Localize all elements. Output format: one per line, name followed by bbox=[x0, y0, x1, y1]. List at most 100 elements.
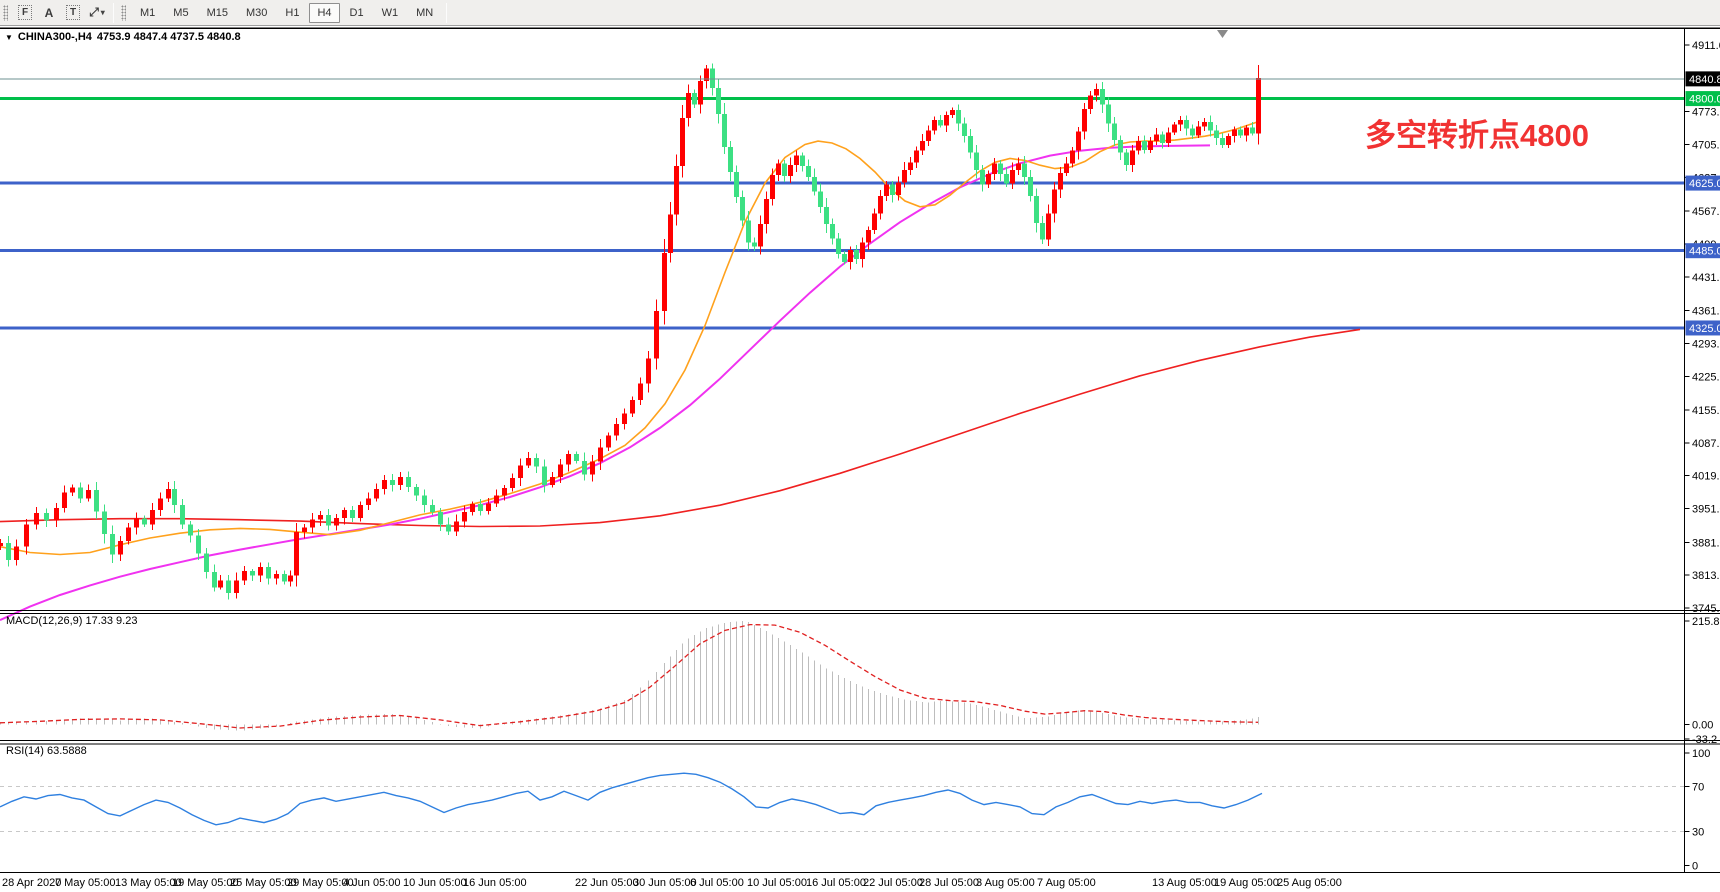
price-tick-label: 4361.0 bbox=[1692, 306, 1720, 318]
toolbar: F A T ⤢ ▾ M1 M5 M15 M30 H1 H4 D1 W1 MN bbox=[0, 0, 1720, 26]
timeframe-button-m15[interactable]: M15 bbox=[206, 6, 228, 19]
horizontal-line-objects[interactable] bbox=[0, 97, 1685, 330]
dropdown-caret-icon[interactable]: ▾ bbox=[100, 8, 105, 17]
timeframe-button-h4[interactable]: H4 bbox=[309, 2, 340, 23]
ma-fast-orange-line[interactable] bbox=[0, 121, 1259, 556]
symbol-period-label: CHINA300-,H4 bbox=[17, 31, 92, 43]
price-label-box bbox=[1685, 71, 1720, 87]
time-tick-label: 25 Aug 05:00 bbox=[1277, 877, 1342, 889]
rsi-tick-label: 0 bbox=[1692, 860, 1698, 872]
time-tick-label: 16 Jun 05:00 bbox=[463, 877, 527, 889]
price-label-box bbox=[1685, 320, 1720, 336]
panel-separator[interactable] bbox=[0, 740, 1720, 742]
price-tick-label: 4705.0 bbox=[1692, 139, 1720, 151]
toolbar-separator2 bbox=[446, 2, 448, 23]
time-tick-label: 29 May 05:00 bbox=[287, 877, 354, 889]
cursor-arrows-icon-glyph: ⤢ bbox=[89, 5, 99, 19]
timeframe-button-m5[interactable]: M5 bbox=[173, 6, 189, 19]
ma-slow-red-line[interactable] bbox=[0, 328, 1361, 528]
template-f-icon-glyph: F bbox=[17, 5, 33, 20]
timeframe-button-m30[interactable]: M30 bbox=[245, 6, 268, 19]
time-tick-label: 3 Aug 05:00 bbox=[976, 877, 1035, 889]
price-tick-label: 4567.0 bbox=[1692, 206, 1720, 218]
macd-tick-label: 0.00 bbox=[1692, 720, 1713, 732]
rsi-label: RSI(14) 63.5888 bbox=[6, 745, 87, 757]
timeframe-button-w1[interactable]: W1 bbox=[381, 6, 399, 19]
time-tick-label: 10 Jul 05:00 bbox=[747, 877, 807, 889]
price-label-box bbox=[1685, 175, 1720, 191]
price-label-box bbox=[1685, 243, 1720, 259]
font-a-icon-glyph: A bbox=[44, 5, 54, 20]
time-tick-label: 6 Jul 05:00 bbox=[690, 877, 744, 889]
time-tick-label: 22 Jun 05:00 bbox=[575, 877, 639, 889]
price-tick-label: 4911.0 bbox=[1692, 40, 1720, 52]
price-tick-label: 4155.0 bbox=[1692, 405, 1720, 417]
template-f-icon[interactable]: F bbox=[13, 2, 37, 24]
time-tick-label: 22 Jul 05:00 bbox=[863, 877, 923, 889]
chart-shift-marker-icon[interactable] bbox=[1217, 30, 1228, 38]
price-tick-label: 4019.0 bbox=[1692, 471, 1720, 483]
timeframe-button-m1[interactable]: M1 bbox=[140, 6, 156, 19]
chart-annotation-text[interactable]: 多空转折点4800 bbox=[1365, 118, 1589, 153]
timeframe-group: M1 M5 M15 M30 H1 H4 D1 W1 MN bbox=[131, 2, 442, 23]
time-tick-label: 7 May 05:00 bbox=[55, 877, 116, 889]
time-tick-label: 7 Aug 05:00 bbox=[1037, 877, 1096, 889]
price-tick-label: 3951.0 bbox=[1692, 504, 1720, 516]
panel-separator[interactable] bbox=[0, 743, 1720, 745]
price-label-text: 4625.0 bbox=[1689, 178, 1720, 190]
time-tick-label: 25 May 05:00 bbox=[230, 877, 297, 889]
macd-tick-label: 215.81 bbox=[1692, 616, 1720, 628]
rsi-panel[interactable]: RSI(14) 63.5888 100 70 30 0 bbox=[0, 745, 1710, 872]
time-axis-border bbox=[0, 872, 1720, 874]
price-label-text: 4485.0 bbox=[1689, 246, 1720, 258]
time-tick-label: 28 Apr 2020 bbox=[2, 877, 61, 889]
candles[interactable] bbox=[0, 63, 1261, 600]
chart-title[interactable]: ▼ CHINA300-,H4 4753.9 4847.4 4737.5 4840… bbox=[5, 31, 241, 43]
price-tick-label: 3745.0 bbox=[1692, 603, 1720, 615]
collapse-indicators-icon[interactable]: ▼ bbox=[5, 32, 13, 42]
rsi-line bbox=[0, 772, 1263, 826]
price-tick-label: 4293.0 bbox=[1692, 338, 1720, 350]
timeframe-button-mn[interactable]: MN bbox=[416, 6, 434, 19]
chart-window-top-border bbox=[0, 27, 1720, 30]
rsi-tick-label: 30 bbox=[1692, 827, 1704, 839]
price-axis[interactable]: 4911.04773.04705.04637.04567.04499.04431… bbox=[1684, 40, 1720, 615]
time-tick-label: 10 Jun 05:00 bbox=[403, 877, 467, 889]
price-tick-label: 3881.0 bbox=[1692, 537, 1720, 549]
rsi-tick-label: 100 bbox=[1692, 748, 1710, 760]
price-label-text: 4840.8 bbox=[1689, 74, 1720, 86]
time-tick-label: 19 Aug 05:00 bbox=[1214, 877, 1279, 889]
price-label-box bbox=[1685, 91, 1720, 107]
price-label-text: 4325.0 bbox=[1689, 323, 1720, 335]
toolbar-grip2[interactable] bbox=[121, 4, 126, 21]
panel-separator[interactable] bbox=[0, 610, 1720, 612]
drawing-tools-group: F A T ⤢ ▾ bbox=[13, 2, 109, 24]
toolbar-grip[interactable] bbox=[3, 4, 8, 21]
price-tick-label: 4225.0 bbox=[1692, 371, 1720, 383]
time-tick-label: 4 Jun 05:00 bbox=[343, 877, 401, 889]
time-tick-label: 13 May 05:00 bbox=[115, 877, 182, 889]
macd-label: MACD(12,26,9) 17.33 9.23 bbox=[6, 615, 137, 627]
time-tick-label: 19 May 05:00 bbox=[172, 877, 239, 889]
price-tick-label: 4431.0 bbox=[1692, 272, 1720, 284]
toolbar-separator bbox=[113, 2, 114, 23]
time-tick-label: 16 Jul 05:00 bbox=[806, 877, 866, 889]
text-t-icon[interactable]: T bbox=[61, 2, 85, 24]
price-label-text: 4800.0 bbox=[1689, 94, 1720, 106]
time-tick-label: 30 Jun 05:00 bbox=[633, 877, 697, 889]
panel-separator[interactable] bbox=[0, 613, 1720, 615]
price-tick-label: 4773.0 bbox=[1692, 107, 1720, 119]
macd-panel[interactable]: MACD(12,26,9) 17.33 9.23 215.81 0.00 -33.2 bbox=[0, 615, 1720, 746]
time-tick-label: 28 Jul 05:00 bbox=[919, 877, 979, 889]
text-t-icon-glyph: T bbox=[65, 5, 81, 20]
macd-tick-label: -33.2 bbox=[1692, 734, 1717, 746]
rsi-tick-label: 70 bbox=[1692, 782, 1704, 794]
font-a-icon[interactable]: A bbox=[37, 2, 61, 24]
price-tick-label: 3813.0 bbox=[1692, 570, 1720, 582]
cursor-arrows-icon[interactable]: ⤢ ▾ bbox=[85, 2, 109, 24]
timeframe-button-d1[interactable]: D1 bbox=[349, 6, 364, 19]
timeframe-button-h1[interactable]: H1 bbox=[285, 6, 300, 19]
